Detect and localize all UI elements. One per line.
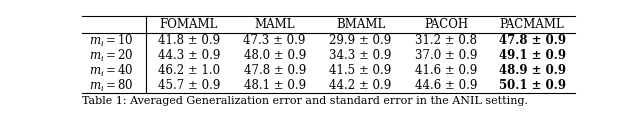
Text: 34.3 ± 0.9: 34.3 ± 0.9	[330, 49, 392, 62]
Text: 41.8 ± 0.9: 41.8 ± 0.9	[158, 34, 220, 47]
Text: 47.3 ± 0.9: 47.3 ± 0.9	[243, 34, 306, 47]
Text: 37.0 ± 0.9: 37.0 ± 0.9	[415, 49, 477, 62]
Text: 48.9 ± 0.9: 48.9 ± 0.9	[499, 64, 566, 77]
Text: 41.5 ± 0.9: 41.5 ± 0.9	[330, 64, 392, 77]
Text: 45.7 ± 0.9: 45.7 ± 0.9	[157, 79, 220, 92]
Text: BMAML: BMAML	[336, 18, 385, 31]
Text: 50.1 ± 0.9: 50.1 ± 0.9	[499, 79, 566, 92]
Text: MAML: MAML	[255, 18, 295, 31]
Text: PACOH: PACOH	[424, 18, 468, 31]
Text: 48.1 ± 0.9: 48.1 ± 0.9	[244, 79, 306, 92]
Text: $m_i = 40$: $m_i = 40$	[90, 63, 134, 79]
Text: $m_i = 80$: $m_i = 80$	[90, 78, 134, 94]
Text: 47.8 ± 0.9: 47.8 ± 0.9	[499, 34, 566, 47]
Text: $m_i = 10$: $m_i = 10$	[90, 33, 134, 49]
Text: FOMAML: FOMAML	[160, 18, 218, 31]
Text: 44.3 ± 0.9: 44.3 ± 0.9	[157, 49, 220, 62]
Text: 41.6 ± 0.9: 41.6 ± 0.9	[415, 64, 477, 77]
Text: 48.0 ± 0.9: 48.0 ± 0.9	[244, 49, 306, 62]
Text: 31.2 ± 0.8: 31.2 ± 0.8	[415, 34, 477, 47]
Text: Table 1: Averaged Generalization error and standard error in the ANIL setting.: Table 1: Averaged Generalization error a…	[83, 96, 529, 106]
Text: 46.2 ± 1.0: 46.2 ± 1.0	[158, 64, 220, 77]
Text: PACMAML: PACMAML	[500, 18, 564, 31]
Text: $m_i = 20$: $m_i = 20$	[90, 48, 134, 64]
Text: 44.2 ± 0.9: 44.2 ± 0.9	[330, 79, 392, 92]
Text: 29.9 ± 0.9: 29.9 ± 0.9	[330, 34, 392, 47]
Text: 49.1 ± 0.9: 49.1 ± 0.9	[499, 49, 566, 62]
Text: 47.8 ± 0.9: 47.8 ± 0.9	[244, 64, 306, 77]
Text: 44.6 ± 0.9: 44.6 ± 0.9	[415, 79, 477, 92]
